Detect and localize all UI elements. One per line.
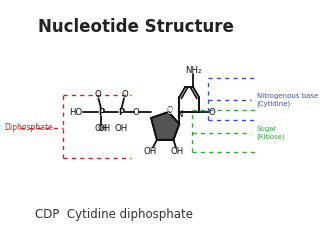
Text: Nucleotide Structure: Nucleotide Structure — [38, 18, 234, 36]
Text: O: O — [94, 90, 101, 99]
Text: OH: OH — [98, 124, 111, 133]
Text: HO: HO — [69, 108, 82, 117]
Text: O: O — [166, 106, 172, 115]
Text: O: O — [133, 108, 140, 117]
Text: OH: OH — [115, 124, 128, 133]
Text: Diphosphate: Diphosphate — [4, 123, 53, 132]
Text: O: O — [122, 90, 128, 99]
Text: O: O — [166, 107, 172, 116]
Text: OH: OH — [171, 147, 184, 156]
Text: OH: OH — [94, 124, 108, 133]
Text: N: N — [176, 110, 182, 119]
Text: OH: OH — [144, 147, 157, 156]
Text: NH₂: NH₂ — [185, 66, 202, 75]
Text: CDP  Cytidine diphosphate: CDP Cytidine diphosphate — [36, 208, 193, 221]
Text: O: O — [209, 108, 216, 117]
Text: Nitrogenous base
(Cytidine): Nitrogenous base (Cytidine) — [257, 94, 318, 107]
Text: P: P — [118, 108, 125, 117]
Text: Sugar
(Ribose): Sugar (Ribose) — [257, 126, 285, 140]
Text: P: P — [98, 108, 104, 117]
Polygon shape — [151, 112, 179, 140]
